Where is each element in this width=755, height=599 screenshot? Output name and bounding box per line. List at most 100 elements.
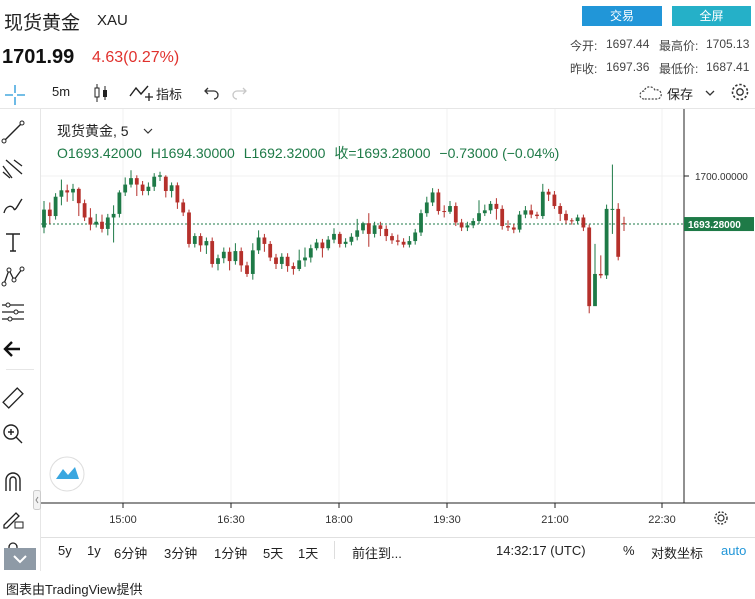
candle-style-icon[interactable] — [92, 82, 110, 104]
collapse-toolbar-button[interactable] — [4, 548, 36, 570]
ruler-icon[interactable] — [0, 385, 26, 411]
legend-close: 收=1693.28000 — [334, 145, 431, 161]
range-1min[interactable]: 1分钟 — [214, 546, 248, 561]
candle-body — [53, 196, 58, 217]
last-price-label: 1693.28000 — [688, 220, 741, 231]
brush-icon[interactable] — [0, 193, 26, 219]
legend-title[interactable]: 现货黄金, 5 — [57, 123, 129, 139]
candle-body — [42, 209, 46, 228]
price-chart[interactable]: 1700.00000 1693.28000 15:00 16:30 18:00 19:… — [41, 109, 755, 537]
candle-body — [297, 260, 302, 269]
candle — [494, 198, 499, 220]
save-button[interactable]: 保存 — [667, 87, 694, 102]
lock-pencil-icon[interactable] — [0, 505, 26, 531]
candle — [523, 206, 528, 219]
chevron-down-icon[interactable] — [704, 88, 716, 98]
candle — [256, 230, 261, 254]
fullscreen-button[interactable]: 全屏 — [672, 6, 751, 26]
zoom-in-icon[interactable] — [0, 421, 26, 447]
candle-body — [616, 208, 621, 257]
candle-body — [390, 236, 394, 241]
candle — [71, 183, 75, 202]
candle-body — [59, 190, 64, 197]
candle-body — [395, 240, 400, 242]
time-axis-label: 19:30 — [433, 514, 461, 526]
candle-body — [511, 227, 516, 230]
candle-body — [76, 188, 81, 204]
chevron-down-icon[interactable] — [143, 127, 153, 135]
candle-body — [134, 178, 139, 185]
candle-body — [82, 203, 87, 218]
candle-body — [216, 258, 220, 264]
candle — [581, 214, 586, 232]
candle — [355, 218, 360, 241]
trend-line-icon[interactable] — [0, 119, 26, 145]
magnet-icon[interactable] — [0, 469, 26, 495]
candle-body — [111, 213, 116, 218]
candle — [204, 237, 209, 254]
legend-open: O1693.42000 — [57, 145, 142, 161]
candle — [593, 243, 597, 307]
candle-body — [453, 206, 458, 223]
candle — [413, 228, 418, 245]
tool-divider — [6, 369, 34, 370]
candle — [558, 203, 563, 222]
undo-icon[interactable] — [203, 84, 221, 100]
interval-selector[interactable]: 5m — [52, 84, 71, 99]
toolbar-divider — [0, 108, 755, 109]
candle-body — [326, 239, 331, 249]
attribution-footer[interactable]: 图表由TradingView提供 — [6, 582, 143, 597]
candle-body — [355, 230, 360, 237]
candle-body — [575, 217, 580, 222]
redo-icon[interactable] — [230, 84, 248, 100]
candle-body — [250, 250, 255, 274]
cloud-icon[interactable] — [638, 84, 664, 102]
candle-body — [71, 188, 75, 193]
price-change: 4.63(0.27%) — [92, 49, 180, 66]
arrow-left-icon[interactable] — [0, 336, 26, 362]
candle — [326, 236, 331, 251]
indicators-icon[interactable] — [128, 82, 154, 104]
tradingview-logo[interactable] — [49, 456, 85, 492]
legend-low: L1692.32000 — [243, 145, 326, 161]
candle — [378, 221, 383, 237]
pattern-tool-icon[interactable] — [0, 264, 26, 290]
candle — [274, 253, 278, 269]
candle-body — [517, 214, 522, 230]
trade-button[interactable]: 交易 — [582, 6, 662, 26]
range-5d[interactable]: 5天 — [263, 546, 284, 561]
candle-body — [227, 251, 232, 262]
candle-body — [175, 185, 180, 203]
candle-body — [494, 203, 499, 209]
candle — [419, 209, 423, 237]
crosshair-icon[interactable] — [2, 82, 28, 108]
text-tool-icon[interactable] — [0, 229, 26, 255]
gear-icon[interactable] — [729, 81, 751, 103]
percent-toggle[interactable]: % — [623, 543, 635, 558]
range-3min[interactable]: 3分钟 — [164, 546, 198, 561]
range-6min[interactable]: 6分钟 — [114, 546, 148, 561]
range-5y[interactable]: 5y — [58, 543, 72, 558]
candle — [372, 221, 377, 238]
candle-body — [378, 225, 383, 229]
range-1y[interactable]: 1y — [87, 543, 101, 558]
candle-body — [123, 184, 128, 193]
utc-clock[interactable]: 14:32:17 (UTC) — [496, 543, 586, 558]
auto-scale-toggle[interactable]: auto — [721, 543, 747, 558]
settings-axis-button[interactable] — [714, 511, 728, 525]
range-1d[interactable]: 1天 — [298, 546, 319, 561]
fib-tool-icon[interactable] — [0, 156, 26, 182]
chevron-left-icon[interactable] — [33, 490, 41, 510]
candle-body — [233, 251, 238, 262]
candle-body — [552, 194, 557, 207]
candle — [216, 254, 220, 271]
candle-body — [523, 210, 528, 215]
candle-body — [163, 176, 168, 192]
candle-body — [471, 221, 476, 226]
forecast-tool-icon[interactable] — [0, 299, 26, 325]
goto-date-button[interactable]: 前往到... — [352, 546, 402, 561]
prev-close-label: 昨收: — [570, 62, 598, 76]
candle-body — [436, 192, 441, 212]
log-scale-toggle[interactable]: 对数坐标 — [651, 546, 704, 561]
indicators-button[interactable]: 指标 — [156, 87, 183, 102]
